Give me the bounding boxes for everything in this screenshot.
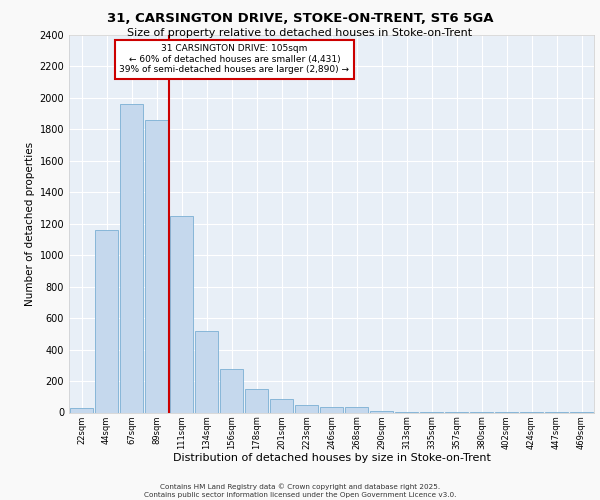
Bar [245, 389, 268, 412]
Bar [145, 120, 168, 412]
Bar [70, 408, 93, 412]
Bar [195, 330, 218, 412]
Bar [320, 407, 343, 412]
Y-axis label: Number of detached properties: Number of detached properties [25, 142, 35, 306]
Bar [295, 404, 318, 412]
Text: 31, CARSINGTON DRIVE, STOKE-ON-TRENT, ST6 5GA: 31, CARSINGTON DRIVE, STOKE-ON-TRENT, ST… [107, 12, 493, 26]
Text: 31 CARSINGTON DRIVE: 105sqm
← 60% of detached houses are smaller (4,431)
39% of : 31 CARSINGTON DRIVE: 105sqm ← 60% of det… [119, 44, 349, 74]
Bar [120, 104, 143, 412]
Text: Contains HM Land Registry data © Crown copyright and database right 2025.
Contai: Contains HM Land Registry data © Crown c… [144, 484, 456, 498]
Bar [95, 230, 118, 412]
Bar [220, 369, 243, 412]
X-axis label: Distribution of detached houses by size in Stoke-on-Trent: Distribution of detached houses by size … [173, 454, 490, 464]
Bar [170, 216, 193, 412]
Bar [345, 407, 368, 412]
Bar [270, 399, 293, 412]
Text: Size of property relative to detached houses in Stoke-on-Trent: Size of property relative to detached ho… [127, 28, 473, 38]
Bar [370, 411, 393, 412]
